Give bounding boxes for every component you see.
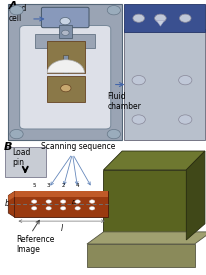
Text: 3: 3 [47, 183, 50, 188]
Wedge shape [47, 60, 84, 73]
FancyBboxPatch shape [124, 29, 204, 140]
Polygon shape [87, 232, 206, 244]
FancyBboxPatch shape [59, 25, 71, 38]
Text: b: b [5, 199, 10, 208]
Circle shape [46, 200, 51, 203]
Circle shape [31, 207, 37, 210]
Circle shape [107, 6, 120, 15]
Circle shape [60, 200, 66, 203]
Circle shape [60, 84, 71, 92]
Circle shape [131, 76, 145, 85]
Text: Scanning sequence: Scanning sequence [41, 142, 115, 151]
Text: 5: 5 [32, 183, 36, 188]
Circle shape [75, 200, 80, 203]
FancyBboxPatch shape [35, 34, 95, 48]
Circle shape [75, 207, 80, 210]
Circle shape [10, 130, 23, 139]
Text: B: B [4, 142, 13, 152]
Text: 2: 2 [61, 183, 64, 188]
FancyBboxPatch shape [8, 4, 122, 140]
Circle shape [132, 14, 144, 22]
FancyBboxPatch shape [103, 170, 185, 240]
FancyBboxPatch shape [46, 76, 84, 102]
Circle shape [179, 14, 190, 22]
Circle shape [107, 130, 120, 139]
Circle shape [10, 6, 23, 15]
Text: Load
cell: Load cell [8, 4, 27, 23]
Text: A: A [8, 1, 17, 12]
FancyBboxPatch shape [5, 147, 45, 177]
Text: D: D [71, 200, 76, 205]
Text: l: l [61, 224, 63, 233]
Text: Fluid
chamber: Fluid chamber [107, 92, 141, 111]
FancyBboxPatch shape [14, 191, 107, 217]
Text: Load
pin: Load pin [12, 148, 31, 167]
Circle shape [178, 76, 191, 85]
Polygon shape [8, 191, 14, 201]
Text: Reference
Image: Reference Image [16, 235, 55, 254]
Circle shape [31, 200, 37, 203]
Circle shape [61, 30, 69, 35]
Circle shape [131, 115, 145, 124]
FancyBboxPatch shape [124, 4, 204, 32]
FancyBboxPatch shape [41, 7, 89, 28]
Circle shape [89, 207, 94, 210]
Polygon shape [8, 191, 14, 217]
FancyBboxPatch shape [20, 26, 110, 129]
Polygon shape [185, 151, 204, 240]
Text: 4: 4 [76, 183, 79, 188]
FancyBboxPatch shape [14, 191, 107, 197]
FancyBboxPatch shape [87, 244, 194, 267]
FancyBboxPatch shape [63, 55, 68, 73]
Polygon shape [103, 151, 204, 170]
Circle shape [178, 115, 191, 124]
FancyBboxPatch shape [46, 41, 84, 73]
Circle shape [89, 200, 94, 203]
Circle shape [46, 207, 51, 210]
Circle shape [154, 14, 165, 22]
Circle shape [60, 207, 66, 210]
Polygon shape [156, 20, 164, 26]
Circle shape [60, 18, 70, 25]
